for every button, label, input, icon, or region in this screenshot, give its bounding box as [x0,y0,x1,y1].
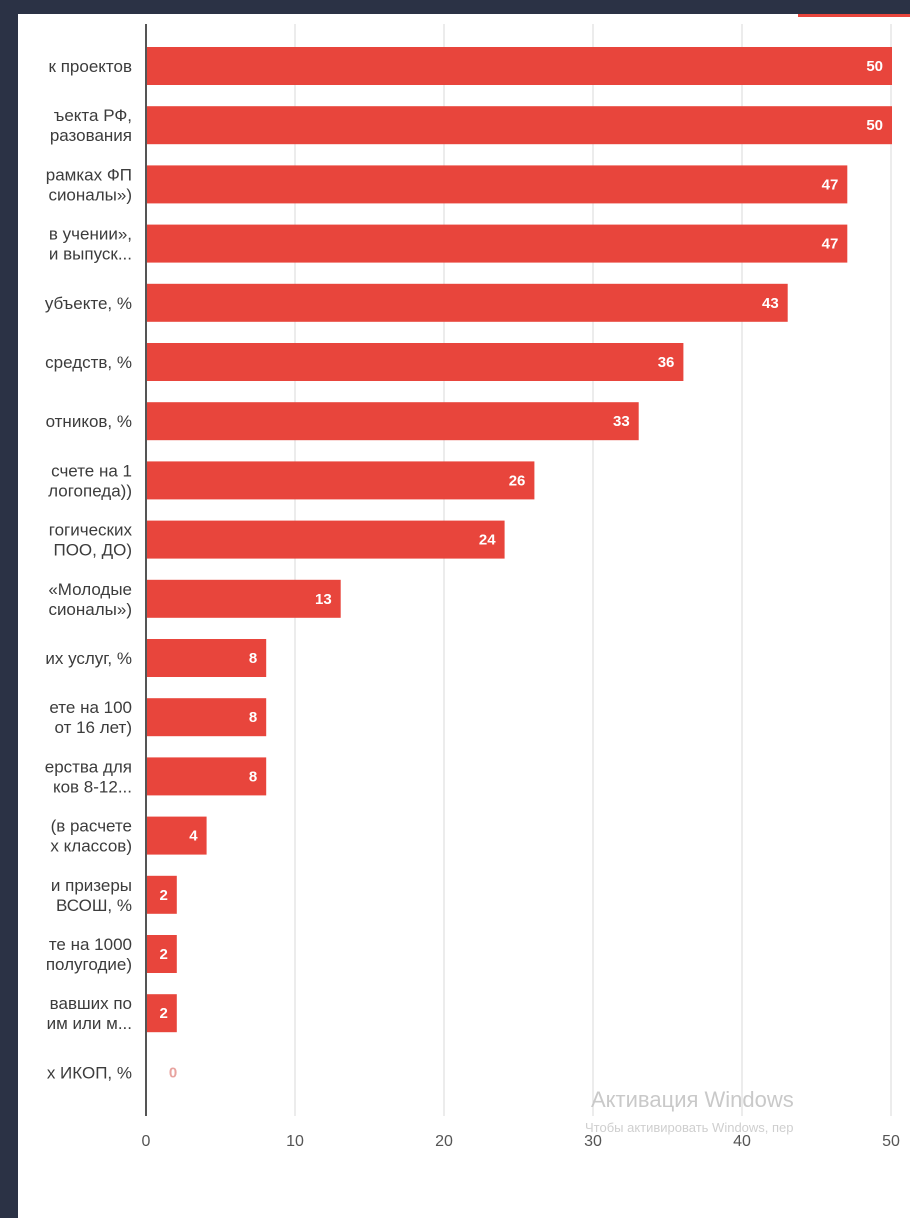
gridlines [294,24,892,1116]
category-label: х ИКОП, % [47,1063,132,1082]
category-label: ъекта РФ, [54,106,132,125]
bar [147,994,177,1033]
bar [147,165,848,204]
category-label: вавших по [50,994,132,1013]
bar [147,698,267,737]
bar [147,461,535,500]
data-label: 2 [159,946,167,963]
category-label: отников, % [46,412,132,431]
x-axis-ticks: 0 10 20 30 40 50 [142,1133,900,1150]
category-label: (в расчете [51,817,132,836]
category-label: средств, % [45,353,132,372]
category-label: к проектов [49,57,132,76]
category-label: разования [50,126,132,145]
data-label: 2 [159,1005,167,1022]
category-label: сионалы») [48,185,132,204]
x-tick-label: 0 [142,1133,151,1150]
category-label: логопеда)) [48,481,132,500]
data-label: 33 [613,413,630,430]
category-label: гогических [49,521,133,540]
bar [147,283,788,322]
category-label: в учении», [49,225,132,244]
watermark-subtitle: Чтобы активировать Windows, пер [585,1120,794,1135]
data-label: 47 [822,176,839,193]
category-label: сионалы») [48,600,132,619]
bar [147,579,341,618]
data-label: 47 [822,236,839,253]
bar [147,639,267,677]
category-label: рамках ФП [46,165,132,184]
bar [147,106,892,145]
x-tick-label: 30 [584,1133,602,1150]
category-label: ерства для [45,757,132,776]
category-label: х классов) [50,837,132,856]
category-label: «Молодые [48,580,132,599]
x-tick-label: 40 [733,1133,751,1150]
bar [147,875,177,914]
bar [147,520,505,559]
data-label: 24 [479,532,496,549]
x-tick-label: 20 [435,1133,453,1150]
category-label: ПОО, ДО) [53,541,132,560]
bar [147,402,639,441]
category-label: и выпуск... [49,245,132,264]
data-label: 26 [509,472,526,489]
data-label: 50 [866,117,883,134]
bar [147,935,177,973]
chart-panel: 50 50 47 47 43 36 33 26 24 13 8 8 8 4 2 2 2 0 к проектов ъ… [18,14,910,1218]
category-label: ВСОШ, % [56,896,132,915]
category-label: счете на 1 [51,461,132,480]
data-label: 8 [249,650,257,667]
bar [147,47,892,85]
category-label: те на 1000 [49,935,132,954]
bars-group: 50 50 47 47 43 36 33 26 24 13 8 8 8 4 2 2 2 0 [147,47,892,1081]
data-label: 2 [159,887,167,904]
category-label: их услуг, % [45,649,132,668]
data-label: 8 [249,709,257,726]
watermark-title: Активация Windows [591,1087,794,1112]
top-accent-strip [798,14,910,17]
category-label: и призеры [51,876,132,895]
category-label: убъекте, % [45,294,132,313]
data-label: 50 [866,58,883,75]
category-label: им или м... [47,1014,132,1033]
category-label: ков 8-12... [53,777,132,796]
data-label: 43 [762,295,779,312]
bar [147,224,848,263]
bar [147,343,684,381]
bar [147,757,267,796]
category-label: от 16 лет) [55,718,132,737]
data-label: 36 [658,354,675,371]
category-label: ете на 100 [49,698,132,717]
x-tick-label: 10 [286,1133,304,1150]
category-label: полугодие) [46,955,132,974]
data-label: 8 [249,768,257,785]
data-label: 4 [189,828,198,845]
x-tick-label: 50 [882,1133,900,1150]
bar [147,816,207,855]
data-label: 13 [315,591,332,608]
data-label: 0 [169,1064,177,1081]
